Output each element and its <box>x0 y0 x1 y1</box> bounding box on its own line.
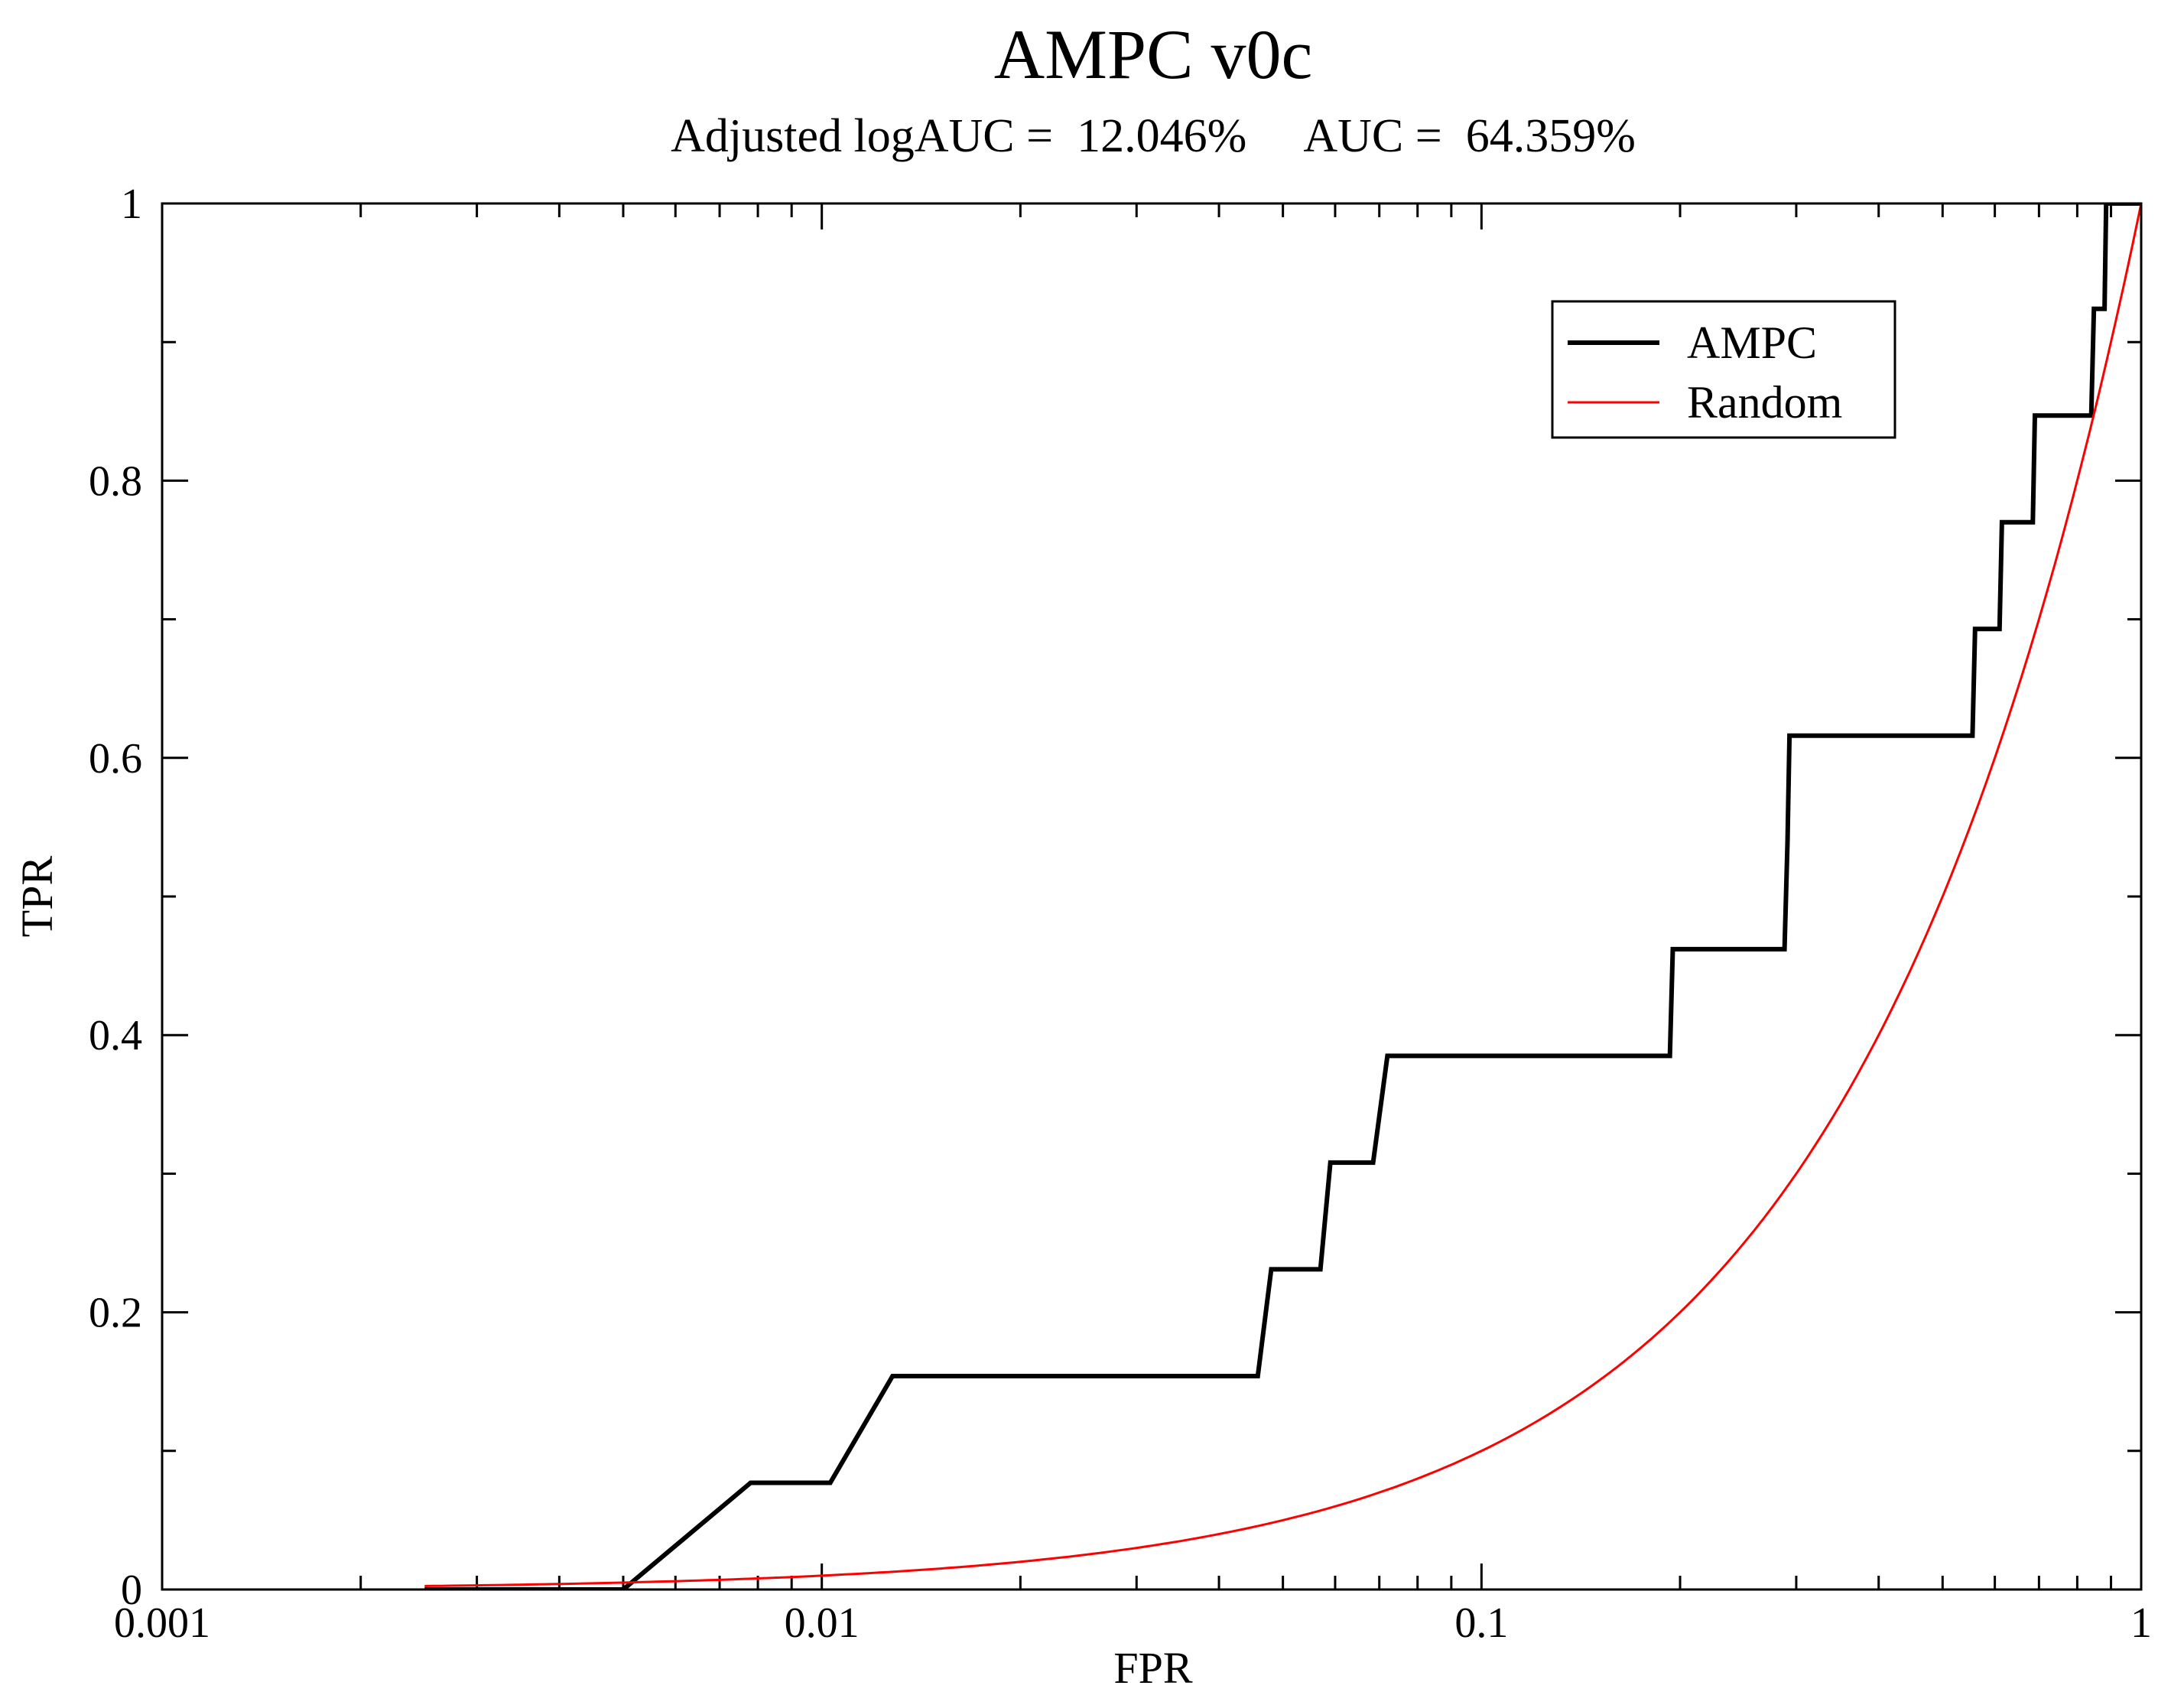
chart-title: AMPC v0c <box>994 15 1313 93</box>
y-tick-label: 0.4 <box>89 1012 142 1059</box>
legend-label-ampc: AMPC <box>1687 317 1817 368</box>
chart-subtitle: Adjusted logAUC = 12.046% AUC = 64.359% <box>671 110 1636 162</box>
y-axis-label: TPR <box>12 856 62 938</box>
x-tick-label: 0.01 <box>785 1599 860 1647</box>
y-tick-label: 0 <box>121 1567 142 1614</box>
y-tick-label: 0.8 <box>89 457 142 505</box>
legend-label-random: Random <box>1687 377 1842 428</box>
y-tick-label: 0.6 <box>89 735 142 783</box>
x-axis-label: FPR <box>1113 1643 1193 1692</box>
x-tick-label: 1 <box>2130 1599 2152 1647</box>
legend: AMPC Random <box>1552 301 1895 438</box>
x-tick-label: 0.1 <box>1454 1599 1508 1647</box>
y-tick-label: 0.2 <box>89 1290 142 1337</box>
y-tick-label: 1 <box>121 181 142 228</box>
